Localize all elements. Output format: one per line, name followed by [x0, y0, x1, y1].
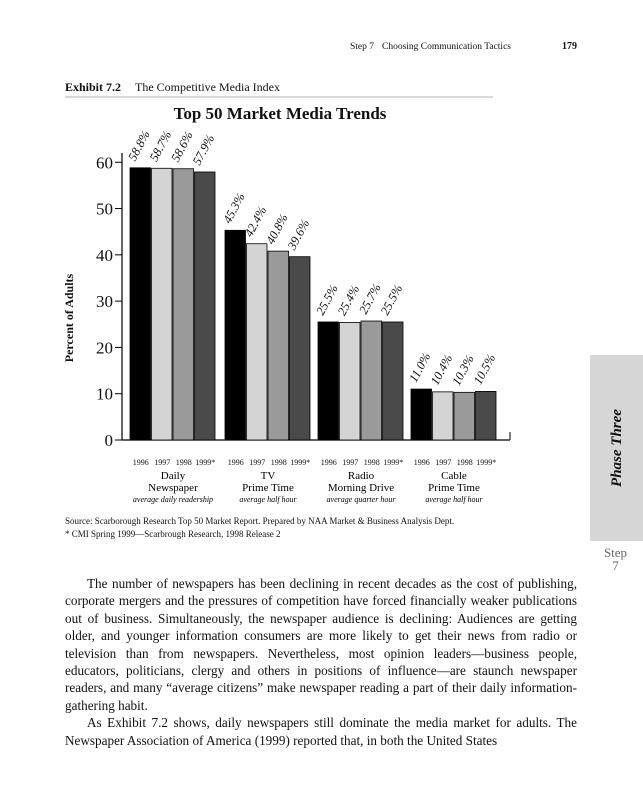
- bar: [172, 168, 194, 441]
- legend-year: 1998: [271, 458, 287, 467]
- chart-title: Top 50 Market Media Trends: [174, 104, 387, 123]
- y-tick-label: 0: [105, 431, 114, 450]
- legend-year: 1999*: [195, 458, 215, 467]
- step-tab: Step 7: [603, 545, 628, 573]
- legend-year: 1999*: [290, 458, 310, 467]
- footnote: * CMI Spring 1999—Scarbrough Research, 1…: [65, 529, 280, 539]
- category-label: Cable Prime Time average half hour: [404, 470, 504, 506]
- bar: [246, 243, 268, 441]
- bar: [432, 391, 454, 441]
- legend-year: 1998: [364, 458, 380, 467]
- bar: [224, 229, 246, 441]
- category-note: average quarter hour: [326, 495, 396, 504]
- bar: [360, 320, 382, 441]
- category-label: TV Prime Time average half hour: [218, 470, 318, 506]
- bar: [129, 167, 151, 441]
- category-name: Radio Morning Drive: [327, 470, 395, 494]
- paragraph: As Exhibit 7.2 shows, daily newspapers s…: [65, 715, 577, 748]
- legend-year: 1997: [154, 458, 170, 467]
- y-tick-label: 30: [96, 292, 113, 311]
- value-label: 10.5%: [471, 352, 499, 387]
- category-note: average daily readership: [132, 495, 214, 504]
- y-tick-label: 10: [96, 385, 113, 404]
- bar: [289, 256, 311, 441]
- bar: [267, 250, 289, 441]
- category-name: Cable Prime Time: [428, 470, 480, 494]
- legend-year: 1996: [414, 458, 430, 467]
- legend-year: 1998: [457, 458, 473, 467]
- y-tick-label: 50: [96, 200, 113, 219]
- page-number: 179: [562, 41, 577, 52]
- legend-year: 1997: [435, 458, 451, 467]
- source: Source: Scarborough Research Top 50 Mark…: [65, 516, 454, 526]
- bar: [194, 171, 216, 441]
- value-label: 42.4%: [242, 204, 270, 239]
- bar: [382, 321, 404, 441]
- side-tab: [590, 355, 643, 541]
- bar: [339, 322, 361, 441]
- legend-year: 1999*: [383, 458, 403, 467]
- category-label: Daily Newspaper average daily readership: [123, 470, 223, 506]
- y-tick-label: 60: [96, 153, 113, 172]
- paragraph: The number of newspapers has been declin…: [65, 576, 577, 713]
- legend-year: 1999*: [476, 458, 496, 467]
- step: Step 7: [350, 42, 374, 52]
- exhibit-title: The Competitive Media Index: [135, 80, 280, 94]
- category-name: Daily Newspaper: [148, 470, 198, 494]
- bar: [317, 321, 339, 441]
- phase-label: Phase Three: [609, 409, 625, 487]
- legend-year: 1996: [133, 458, 149, 467]
- legend-year: 1997: [249, 458, 265, 467]
- legend-year: 1998: [176, 458, 192, 467]
- value-label: 45.3%: [220, 191, 248, 226]
- bar: [410, 388, 432, 441]
- exhibit-label: Exhibit 7.2: [65, 80, 121, 94]
- section: Choosing Communication Tactics: [382, 42, 511, 52]
- bar: [151, 167, 173, 441]
- bar: [453, 391, 475, 441]
- y-axis-label: Percent of Adults: [62, 273, 76, 362]
- legend-year: 1996: [228, 458, 244, 467]
- body-text: The number of newspapers has been declin…: [65, 575, 577, 749]
- category-note: average half hour: [239, 495, 297, 504]
- y-tick-label: 20: [96, 338, 113, 357]
- y-tick-label: 40: [96, 246, 113, 265]
- legend-year: 1997: [342, 458, 358, 467]
- category-label: Radio Morning Drive average quarter hour: [311, 470, 411, 506]
- value-label: 39.6%: [284, 217, 312, 253]
- legend-year: 1996: [321, 458, 337, 467]
- category-name: TV Prime Time: [242, 470, 294, 494]
- bar: [475, 390, 497, 441]
- category-note: average half hour: [425, 495, 483, 504]
